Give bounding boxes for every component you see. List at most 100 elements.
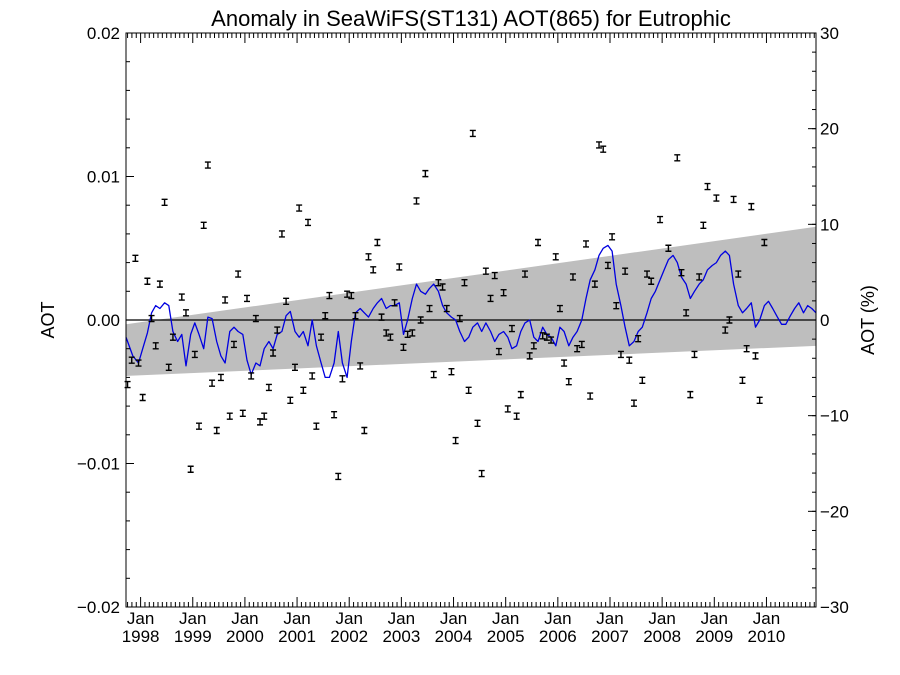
data-point: [761, 238, 768, 247]
data-point: [296, 204, 303, 212]
x-tick-label-month: Jan: [283, 609, 310, 628]
x-tick-label-year: 2004: [435, 627, 473, 646]
data-point: [417, 316, 424, 324]
data-point: [683, 309, 690, 317]
data-point: [352, 311, 359, 320]
data-point: [387, 333, 394, 341]
data-point: [331, 411, 338, 419]
data-point: [443, 304, 450, 313]
data-point: [144, 277, 151, 285]
data-point: [191, 350, 198, 359]
data-point: [209, 379, 216, 387]
x-tick-label-year: 1998: [122, 627, 160, 646]
x-tick-label-month: Jan: [492, 609, 519, 628]
x-tick-label-month: Jan: [596, 609, 623, 628]
data-point: [361, 426, 368, 435]
data-point: [648, 277, 655, 285]
data-point: [135, 359, 142, 367]
data-point: [335, 472, 342, 481]
x-tick-label-year: 2003: [382, 627, 420, 646]
data-point: [274, 326, 281, 334]
data-point: [465, 386, 472, 395]
data-point: [365, 253, 372, 261]
data-point: [639, 376, 646, 384]
data-point: [309, 372, 316, 380]
x-tick-label-month: Jan: [440, 609, 467, 628]
data-point: [391, 299, 398, 307]
data-point: [756, 396, 763, 405]
data-point: [735, 270, 742, 278]
data-point: [404, 330, 411, 339]
data-point: [565, 378, 572, 386]
data-point: [248, 372, 255, 380]
data-point: [730, 195, 737, 204]
data-point: [622, 267, 629, 275]
data-point: [378, 313, 385, 321]
data-point: [383, 329, 390, 337]
data-point: [291, 363, 298, 372]
data-point: [426, 304, 433, 313]
data-point: [665, 244, 672, 252]
data-point: [313, 422, 320, 430]
y-tick-label: 0.02: [87, 24, 120, 43]
data-point: [530, 342, 537, 350]
data-point: [348, 291, 355, 300]
x-tick-label-year: 2008: [643, 627, 681, 646]
y-tick-label: −0.02: [77, 598, 120, 617]
data-point: [561, 359, 568, 367]
data-point: [318, 333, 325, 341]
y-tick-label: 0.00: [87, 311, 120, 330]
data-point: [400, 343, 407, 351]
data-point: [452, 436, 459, 445]
data-point: [182, 309, 189, 317]
data-point: [239, 409, 246, 417]
data-point: [526, 352, 533, 360]
data-point: [630, 399, 637, 407]
data-point: [409, 329, 416, 337]
x-tick-label-month: Jan: [701, 609, 728, 628]
data-point: [204, 161, 211, 169]
data-point: [556, 304, 563, 313]
x-tick-label-month: Jan: [544, 609, 571, 628]
x-tick-label-year: 2010: [748, 627, 786, 646]
data-point: [165, 363, 172, 372]
data-point: [196, 422, 203, 430]
data-point: [674, 154, 681, 162]
data-point: [326, 291, 333, 300]
x-tick-label-month: Jan: [336, 609, 363, 628]
data-point: [374, 238, 381, 247]
data-point: [287, 396, 294, 405]
data-point: [148, 314, 155, 323]
data-point: [691, 350, 698, 359]
data-point: [539, 332, 546, 340]
data-point: [604, 261, 611, 270]
x-tick-label-year: 1999: [174, 627, 212, 646]
anomaly-line: [125, 244, 817, 379]
data-point: [474, 419, 481, 428]
trend-band: [126, 226, 816, 376]
data-point: [435, 278, 442, 287]
data-point: [278, 230, 285, 238]
data-point: [548, 336, 555, 344]
data-point: [552, 253, 559, 261]
data-point: [344, 290, 351, 298]
data-point: [469, 129, 476, 138]
data-point: [609, 233, 616, 241]
data-point: [305, 218, 312, 227]
data-point: [370, 266, 377, 274]
data-point: [322, 311, 329, 320]
data-point: [495, 347, 502, 356]
data-point: [500, 289, 507, 297]
data-point: [687, 390, 694, 399]
data-point: [482, 267, 489, 275]
data-point: [283, 297, 290, 306]
data-point: [535, 238, 542, 247]
data-point: [339, 375, 346, 383]
data-point: [743, 345, 750, 353]
data-point: [513, 412, 520, 420]
data-point: [657, 215, 664, 224]
data-point: [357, 362, 364, 370]
data-point: [696, 273, 703, 281]
y-right-tick-label: 20: [820, 120, 839, 139]
